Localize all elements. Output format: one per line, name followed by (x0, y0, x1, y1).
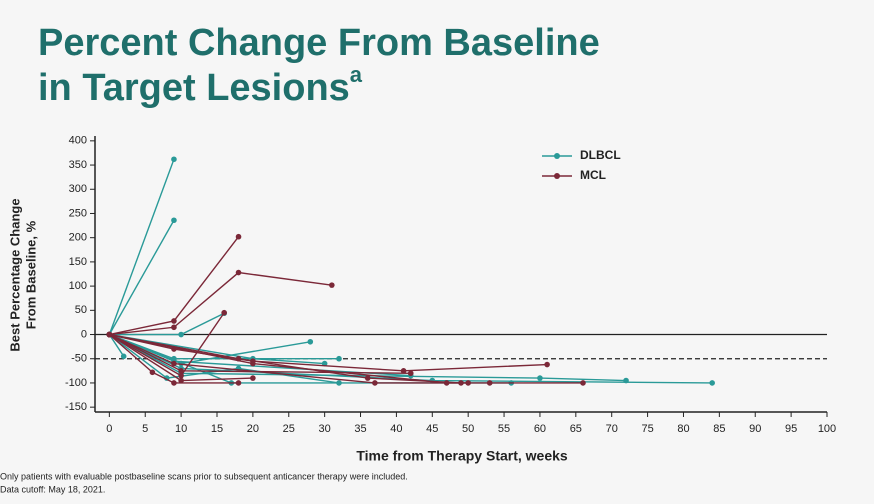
x-tick-label: 30 (319, 423, 331, 435)
footnote: Data cutoff: May 18, 2021. (0, 484, 105, 494)
legend-marker (554, 173, 560, 179)
x-tick-label: 55 (498, 423, 510, 435)
legend-marker (554, 153, 560, 159)
patient-line (108, 334, 239, 384)
y-tick-label: 350 (69, 159, 87, 171)
y-tick-label: -100 (65, 377, 87, 389)
patient-line (109, 333, 469, 384)
data-point (372, 380, 378, 386)
data-point (544, 361, 550, 368)
data-point (171, 324, 177, 331)
x-tick-label: 95 (785, 423, 797, 435)
data-point (235, 233, 242, 240)
y-tick-label: -150 (65, 401, 87, 413)
data-point (171, 156, 177, 163)
data-point (307, 338, 314, 345)
data-point (250, 360, 256, 367)
footnote: Only patients with evaluable postbaselin… (0, 471, 408, 481)
y-tick-label: -50 (71, 353, 87, 365)
data-point (106, 331, 113, 338)
x-tick-label: 0 (106, 423, 112, 435)
y-tick-label: 250 (69, 207, 87, 219)
x-tick-label: 5 (142, 423, 148, 435)
y-axis-label: From Baseline, % (23, 220, 38, 329)
data-point (178, 377, 184, 384)
x-axis-label: Time from Therapy Start, weeks (356, 448, 568, 464)
x-tick-label: 35 (354, 423, 366, 435)
data-point (465, 380, 471, 386)
patient-line (109, 333, 339, 360)
data-point (178, 372, 184, 379)
data-point (329, 282, 335, 288)
data-point (221, 309, 227, 316)
x-tick-label: 10 (175, 423, 187, 435)
data-point (235, 269, 242, 276)
data-point (149, 369, 156, 376)
legend-label: MCL (580, 168, 606, 182)
y-axis-label: Best Percentage Change (7, 198, 22, 351)
y-tick-label: 150 (69, 256, 87, 268)
y-tick-label: 100 (69, 280, 87, 292)
x-tick-label: 45 (426, 423, 438, 435)
data-point (178, 368, 184, 374)
y-tick-label: 50 (75, 304, 87, 316)
data-point (171, 360, 177, 367)
x-tick-label: 60 (534, 423, 546, 435)
legend-label: DLBCL (580, 148, 621, 162)
data-point (364, 375, 371, 381)
x-tick-label: 20 (247, 423, 259, 435)
x-tick-label: 50 (462, 423, 474, 435)
chart-title: in Target Lesionsa (38, 62, 363, 109)
x-tick-label: 70 (606, 423, 618, 435)
y-tick-label: 200 (69, 232, 87, 244)
data-point (171, 217, 177, 224)
data-point (336, 355, 342, 362)
data-point (537, 375, 543, 381)
x-tick-label: 90 (749, 423, 761, 435)
data-point (120, 353, 127, 360)
chart-title: Percent Change From Baseline (38, 22, 600, 64)
patient-line (108, 219, 175, 335)
x-tick-label: 80 (677, 423, 689, 435)
patient-line (108, 334, 125, 357)
patient-line (109, 271, 332, 336)
data-point (709, 380, 715, 386)
title-superscript: a (350, 62, 363, 87)
title-line: in Target Lesions (38, 67, 350, 109)
data-point (623, 377, 629, 384)
data-point (171, 318, 177, 324)
data-point (171, 380, 177, 386)
x-tick-label: 85 (713, 423, 725, 435)
patient-line (109, 333, 627, 382)
x-tick-label: 25 (283, 423, 295, 435)
data-point (178, 331, 184, 338)
y-tick-label: 400 (69, 135, 87, 147)
x-tick-label: 15 (211, 423, 223, 435)
y-tick-label: 0 (81, 328, 87, 340)
data-point (580, 380, 586, 386)
patient-line (108, 159, 175, 335)
x-tick-label: 65 (570, 423, 582, 435)
data-point (250, 375, 256, 381)
x-tick-label: 40 (390, 423, 402, 435)
data-point (407, 370, 414, 377)
x-tick-label: 75 (641, 423, 653, 435)
x-tick-label: 100 (818, 423, 836, 435)
y-tick-label: 300 (69, 183, 87, 195)
data-point (486, 380, 493, 386)
data-point (400, 368, 407, 374)
data-point (443, 380, 450, 386)
data-point (235, 380, 242, 386)
